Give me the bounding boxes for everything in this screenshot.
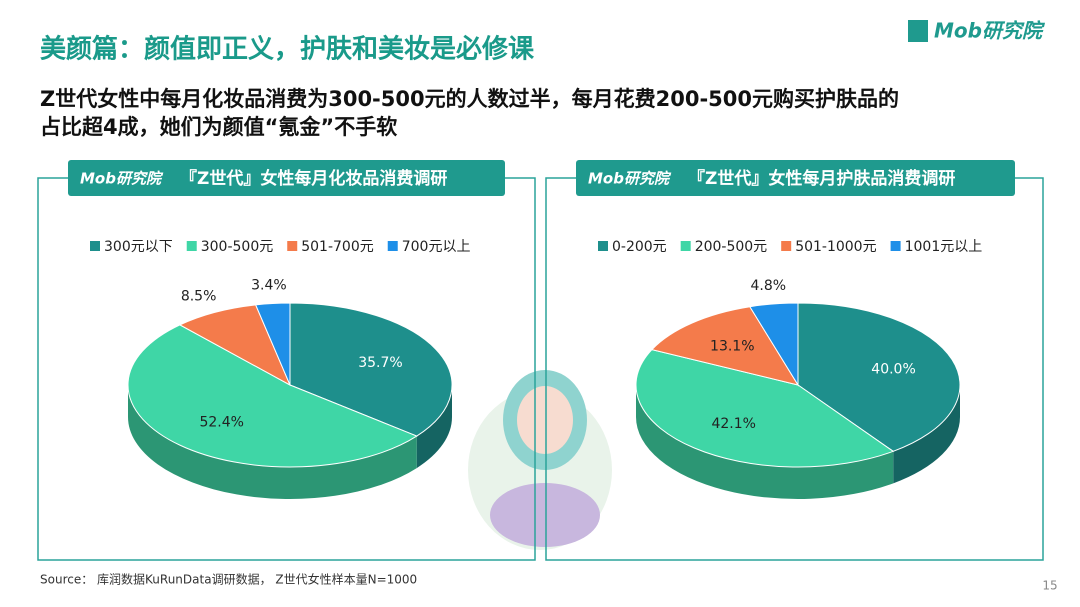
pie-slice — [749, 302, 799, 387]
slice-side — [893, 385, 960, 484]
data-label: 13.1% — [710, 339, 754, 355]
data-label: 52.4% — [199, 414, 243, 430]
illustration — [468, 370, 612, 550]
data-label: 4.8% — [751, 278, 787, 294]
legend-swatch — [387, 241, 398, 251]
slice-side — [636, 385, 894, 499]
pie-slice — [635, 349, 895, 468]
logo: Mob研究院 — [934, 19, 1046, 43]
legend-swatch — [90, 241, 100, 251]
legend-swatch — [680, 241, 691, 251]
slice-side — [128, 385, 417, 500]
data-label: 35.7% — [358, 355, 402, 371]
chart-title: 『Z世代』女性每月化妆品消费调研 — [180, 168, 447, 189]
legend-swatch — [781, 241, 792, 251]
legend-label: 1001元以上 — [905, 239, 983, 255]
legend-label: 501-700元 — [301, 239, 374, 255]
legend-label: 300-500元 — [201, 239, 274, 255]
pie-slice — [289, 302, 453, 437]
legend-swatch — [598, 241, 608, 251]
pie-slice — [797, 302, 961, 452]
panel-header — [68, 160, 505, 196]
data-label: 42.1% — [711, 416, 755, 432]
data-label: 8.5% — [181, 288, 217, 304]
slide-title: 美颜篇：颜值即正义，护肤和美妆是必修课 — [40, 34, 535, 65]
subtitle: 占比超4成，她们为颜值“氪金”不手软 — [40, 115, 397, 139]
logo-icon — [908, 20, 928, 42]
source-note: Source： 库润数据KuRunData调研数据， Z世代女性样本量N=100… — [40, 572, 417, 587]
pie-slice — [127, 324, 418, 468]
legend-label: 200-500元 — [695, 239, 768, 255]
chart-title: 『Z世代』女性每月护肤品消费调研 — [688, 168, 955, 189]
slice-side — [416, 385, 452, 469]
subtitle: Z世代女性中每月化妆品消费为300-500元的人数过半，每月花费200-500元… — [40, 87, 899, 111]
panel-header — [576, 160, 1015, 196]
pie-slice — [178, 304, 292, 387]
legend-label: 501-1000元 — [795, 239, 876, 255]
panel-logo: Mob研究院 — [588, 170, 672, 188]
data-label: 3.4% — [251, 278, 287, 294]
legend-swatch — [186, 241, 197, 251]
data-label: 40.0% — [871, 361, 915, 377]
legend-label: 300元以下 — [104, 239, 173, 255]
legend-label: 0-200元 — [612, 239, 667, 255]
panel-logo: Mob研究院 — [80, 170, 164, 188]
legend-label: 700元以上 — [402, 239, 471, 255]
page-number: 15 — [1042, 579, 1057, 593]
legend-swatch — [890, 241, 901, 251]
legend-swatch — [287, 241, 298, 251]
pie-slice — [254, 302, 291, 386]
